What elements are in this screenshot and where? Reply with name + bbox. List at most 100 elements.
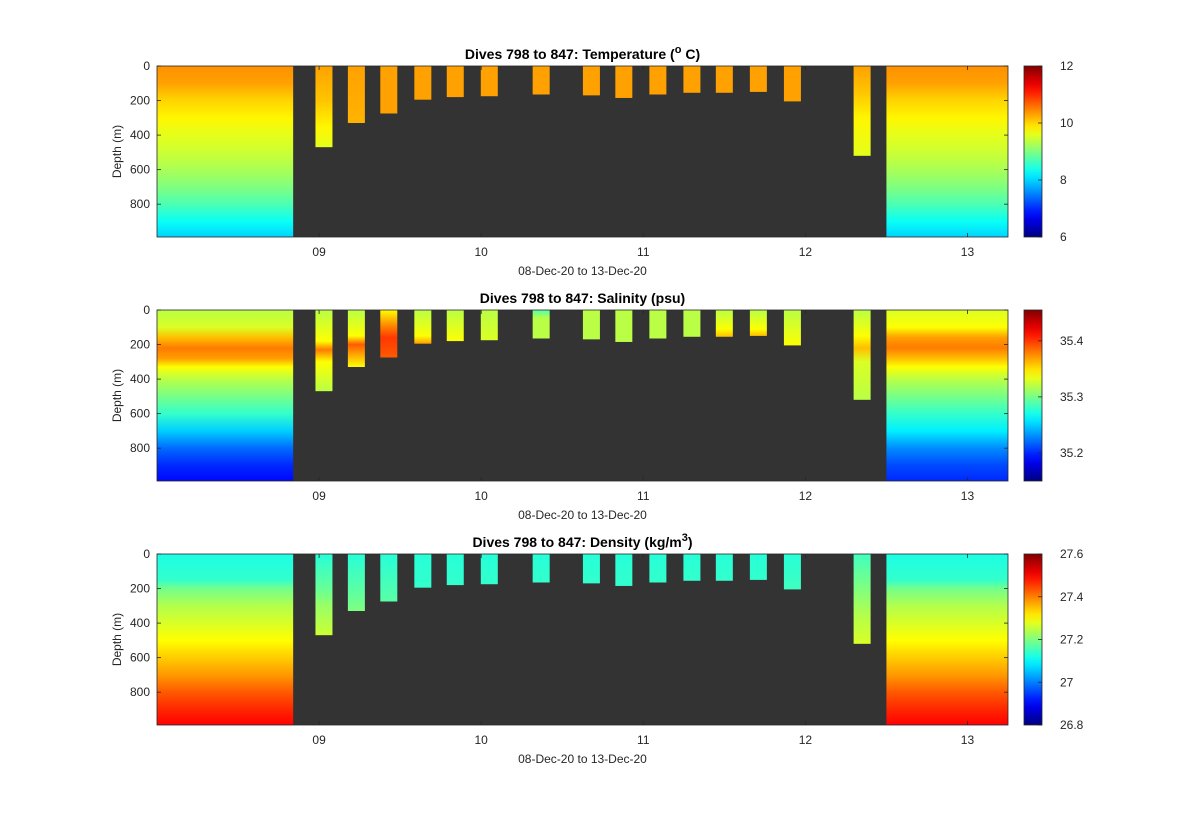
dive-column: [649, 310, 667, 339]
x-tick-label: 11: [637, 733, 650, 747]
colorbar-tick-label: 27.4: [1060, 590, 1084, 604]
dive-column: [715, 554, 733, 581]
dive-column: [480, 554, 498, 585]
dive-column: [480, 310, 498, 341]
dive-column: [683, 310, 701, 337]
panel-3: 09 10 11 12 13 0 200 400 600 800 08-Dec-20 to 13-D…: [110, 532, 1084, 766]
dive-column: [615, 66, 633, 98]
dive-column: [315, 66, 333, 148]
dive-column: [853, 310, 871, 400]
x-tick-label: 11: [637, 245, 650, 259]
dive-column: [347, 310, 365, 367]
dive-column: [615, 310, 633, 342]
dive-column: [715, 66, 733, 93]
data-block: [157, 554, 294, 725]
dive-column: [783, 554, 801, 590]
chart-title: Dives 798 to 847: Density (kg/m3): [472, 532, 692, 550]
dive-column: [582, 554, 600, 584]
title-text: Dives 798 to 847: Temperature (: [465, 46, 675, 62]
colorbar-tick-label: 8: [1060, 173, 1067, 187]
dive-column: [853, 554, 871, 644]
dive-column: [683, 66, 701, 93]
colorbar: [1023, 309, 1043, 482]
x-tick-label: 10: [475, 733, 489, 747]
data-block: [157, 66, 294, 237]
title-suffix: C): [681, 46, 700, 62]
dive-column: [315, 310, 333, 392]
dive-column: [783, 310, 801, 346]
y-tick-label: 400: [130, 128, 150, 142]
dive-column: [414, 554, 432, 588]
x-tick-label: 12: [799, 489, 813, 503]
title-suffix: ): [688, 534, 693, 550]
colorbar: [1023, 65, 1043, 238]
axes-frame: [156, 309, 1009, 482]
dive-column: [783, 66, 801, 102]
y-tick-label: 200: [130, 94, 150, 108]
data-block: [886, 310, 1008, 481]
dive-column: [414, 66, 432, 100]
data-block: [157, 310, 294, 481]
dive-column: [582, 310, 600, 340]
x-tick-label: 12: [799, 245, 813, 259]
dive-column: [532, 66, 550, 95]
y-tick-label: 200: [130, 582, 150, 596]
colorbar-tick-label: 27.2: [1060, 633, 1084, 647]
colorbar-tick-label: 27: [1060, 675, 1074, 689]
dive-column: [380, 554, 398, 602]
dive-column: [315, 554, 333, 636]
x-axis-label: 08-Dec-20 to 13-Dec-20: [518, 264, 647, 278]
colorbar-tick-label: 35.2: [1060, 446, 1084, 460]
dive-column: [380, 66, 398, 114]
dive-column: [347, 554, 365, 611]
y-tick-label: 400: [130, 616, 150, 630]
y-tick-label: 600: [130, 651, 150, 665]
title-text: Dives 798 to 847: Salinity (psu): [480, 290, 685, 306]
dive-column: [480, 66, 498, 97]
dive-column: [715, 310, 733, 337]
x-tick-label: 11: [637, 489, 650, 503]
x-tick-label: 09: [312, 489, 326, 503]
y-tick-label: 400: [130, 372, 150, 386]
dive-column: [446, 310, 464, 342]
dive-column: [380, 310, 398, 358]
chart-title: Dives 798 to 847: Temperature (o C): [465, 44, 700, 62]
data-block: [886, 554, 1008, 725]
y-tick-label: 800: [130, 197, 150, 211]
dive-column: [649, 554, 667, 583]
colorbar-tick-label: 10: [1060, 116, 1074, 130]
title-superscript: 3: [682, 532, 688, 544]
dive-column: [446, 554, 464, 586]
y-axis-label: Depth (m): [110, 369, 124, 422]
dive-column: [532, 310, 550, 339]
colorbar-tick-label: 26.8: [1060, 718, 1084, 732]
x-axis-label: 08-Dec-20 to 13-Dec-20: [518, 508, 647, 522]
chart-title: Dives 798 to 847: Salinity (psu): [480, 290, 685, 306]
dive-column: [749, 66, 767, 92]
axes-frame: [156, 65, 1009, 238]
colorbar-tick-label: 12: [1060, 59, 1074, 73]
x-tick-label: 09: [312, 733, 326, 747]
colorbar-tick-label: 27.6: [1060, 547, 1084, 561]
x-tick-label: 13: [961, 245, 975, 259]
x-axis-label: 08-Dec-20 to 13-Dec-20: [518, 752, 647, 766]
x-tick-label: 10: [475, 245, 489, 259]
x-tick-label: 13: [961, 489, 975, 503]
y-tick-label: 0: [143, 59, 150, 73]
y-tick-label: 0: [143, 303, 150, 317]
y-axis-label: Depth (m): [110, 613, 124, 666]
colorbar-tick-label: 6: [1060, 230, 1067, 244]
panel-2: 09 10 11 12 13 0 200 400 600 800 08-Dec-20 to 13-D…: [110, 290, 1084, 522]
dive-column: [749, 310, 767, 336]
dive-column: [649, 66, 667, 95]
y-tick-label: 200: [130, 338, 150, 352]
colorbar-tick-label: 35.4: [1060, 334, 1084, 348]
dive-column: [582, 66, 600, 96]
dive-column: [347, 66, 365, 123]
data-block: [886, 66, 1008, 237]
dive-column: [446, 66, 464, 98]
x-tick-label: 09: [312, 245, 326, 259]
colorbar-tick-label: 35.3: [1060, 390, 1084, 404]
y-tick-label: 0: [143, 547, 150, 561]
